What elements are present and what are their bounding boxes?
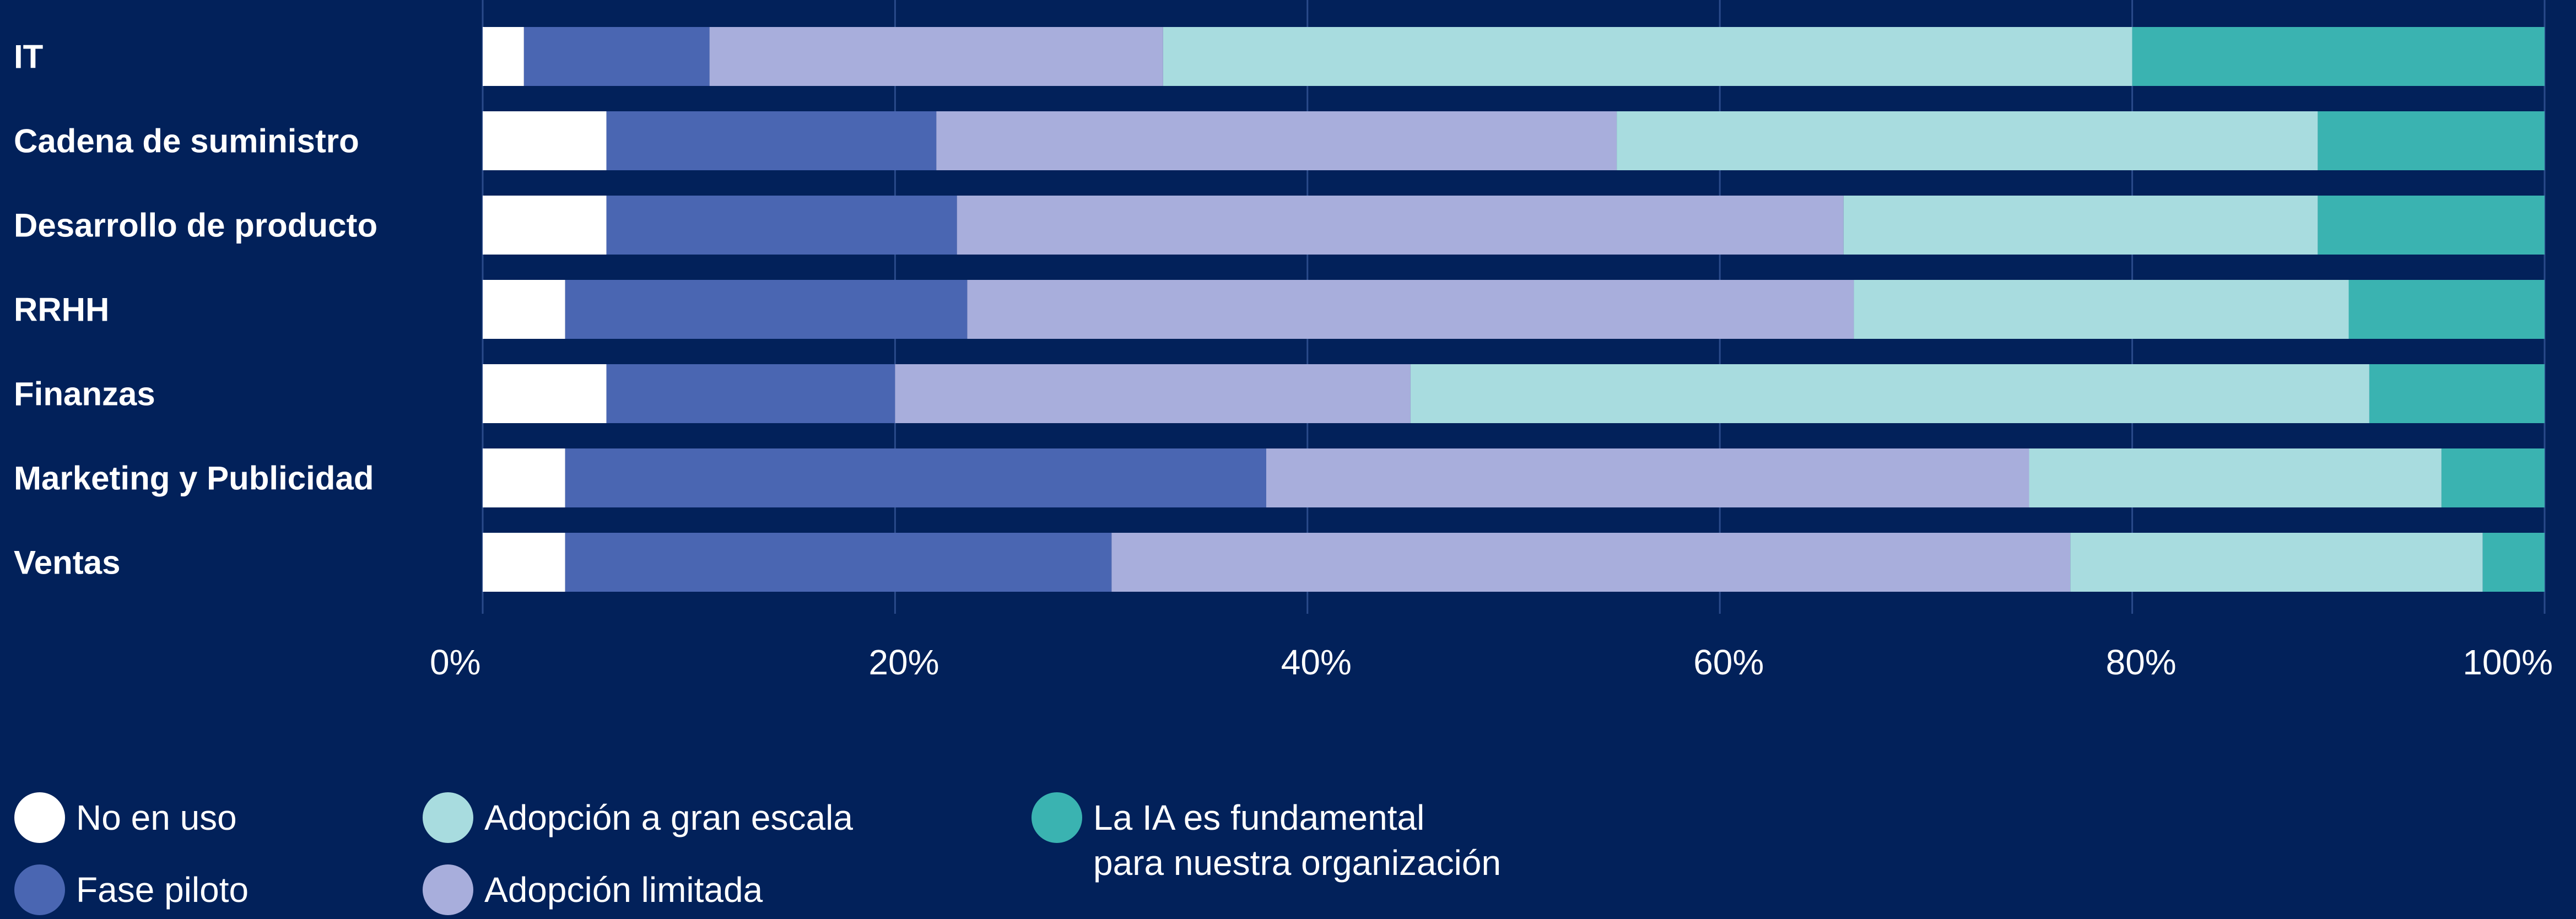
bar-segment-finanzas-fase-piloto xyxy=(606,364,895,423)
legend-label-fase-piloto: Fase piloto xyxy=(76,870,249,910)
bar-segment-desarrollo-de-producto-no-en-uso xyxy=(483,196,607,255)
bar-segment-finanzas-adopcion-a-gran-escala xyxy=(1410,364,2369,423)
category-label-rrhh: RRHH xyxy=(14,291,109,328)
bar-segment-cadena-de-suministro-la-ia-es-fundamental-para-nuestra-organizacion xyxy=(2318,111,2545,170)
legend-label-adopcion-a-gran-escala: Adopción a gran escala xyxy=(484,798,853,837)
bar-segment-marketing-y-publicidad-la-ia-es-fundamental-para-nuestra-organizacion xyxy=(2441,448,2545,507)
bar-segment-cadena-de-suministro-fase-piloto xyxy=(606,111,937,170)
bar-segment-ventas-no-en-uso xyxy=(483,533,565,592)
bar-segment-ventas-fase-piloto xyxy=(565,533,1112,592)
bar-segment-it-la-ia-es-fundamental-para-nuestra-organizacion xyxy=(2132,27,2545,86)
x-tick-label: 40% xyxy=(1281,642,1352,682)
bar-segment-rrhh-fase-piloto xyxy=(565,280,968,339)
bar-segment-cadena-de-suministro-adopcion-a-gran-escala xyxy=(1617,111,2318,170)
bar-segment-desarrollo-de-producto-adopcion-limitada xyxy=(957,196,1844,255)
bar-segment-desarrollo-de-producto-fase-piloto xyxy=(606,196,957,255)
category-label-it: IT xyxy=(14,39,43,75)
bar-segment-ventas-adopcion-limitada xyxy=(1111,533,2071,592)
bar-segment-it-adopcion-limitada xyxy=(709,27,1163,86)
bar-segment-finanzas-la-ia-es-fundamental-para-nuestra-organizacion xyxy=(2369,364,2545,423)
legend-label-la-ia-es-fundamental-para-nuestra-organizacion: para nuestra organización xyxy=(1093,843,1501,883)
bar-segment-finanzas-no-en-uso xyxy=(483,364,607,423)
category-label-marketing-y-publicidad: Marketing y Publicidad xyxy=(14,460,374,497)
x-tick-label: 0% xyxy=(430,642,481,682)
legend-label-adopcion-limitada: Adopción limitada xyxy=(484,870,763,910)
bar-segment-marketing-y-publicidad-no-en-uso xyxy=(483,448,565,507)
x-tick-label: 20% xyxy=(868,642,939,682)
bar-segment-rrhh-adopcion-a-gran-escala xyxy=(1854,280,2349,339)
bar-segment-marketing-y-publicidad-fase-piloto xyxy=(565,448,1266,507)
bar-segment-it-no-en-uso xyxy=(483,27,524,86)
category-label-finanzas: Finanzas xyxy=(14,376,155,413)
legend-label-la-ia-es-fundamental-para-nuestra-organizacion: La IA es fundamental xyxy=(1093,798,1424,837)
bar-segment-cadena-de-suministro-no-en-uso xyxy=(483,111,607,170)
legend-swatch-no-en-uso xyxy=(14,792,65,843)
bar-segment-rrhh-no-en-uso xyxy=(483,280,565,339)
bar-segment-ventas-la-ia-es-fundamental-para-nuestra-organizacion xyxy=(2482,533,2545,592)
legend-swatch-fase-piloto xyxy=(14,864,65,915)
bar-segment-rrhh-la-ia-es-fundamental-para-nuestra-organizacion xyxy=(2348,280,2545,339)
bar-segment-desarrollo-de-producto-adopcion-a-gran-escala xyxy=(1843,196,2318,255)
legend-swatch-la-ia-es-fundamental-para-nuestra-organizacion xyxy=(1032,792,1082,843)
x-tick-label: 100% xyxy=(2462,642,2553,682)
legend-swatch-adopcion-a-gran-escala xyxy=(423,792,473,843)
x-tick-label: 80% xyxy=(2106,642,2177,682)
bar-segment-it-fase-piloto xyxy=(523,27,710,86)
bar-segment-ventas-adopcion-a-gran-escala xyxy=(2070,533,2483,592)
bar-segment-finanzas-adopcion-limitada xyxy=(895,364,1411,423)
category-label-ventas: Ventas xyxy=(14,544,120,581)
bar-segment-rrhh-adopcion-limitada xyxy=(967,280,1854,339)
bar-segment-it-adopcion-a-gran-escala xyxy=(1163,27,2132,86)
x-tick-label: 60% xyxy=(1693,642,1764,682)
bar-segment-desarrollo-de-producto-la-ia-es-fundamental-para-nuestra-organizacion xyxy=(2318,196,2545,255)
legend-swatch-adopcion-limitada xyxy=(423,864,473,915)
bar-segment-marketing-y-publicidad-adopcion-limitada xyxy=(1266,448,2029,507)
bar-segment-marketing-y-publicidad-adopcion-a-gran-escala xyxy=(2029,448,2442,507)
bar-segment-cadena-de-suministro-adopcion-limitada xyxy=(936,111,1617,170)
legend-label-no-en-uso: No en uso xyxy=(76,798,237,837)
category-label-desarrollo-de-producto: Desarrollo de producto xyxy=(14,207,377,244)
category-label-cadena-de-suministro: Cadena de suministro xyxy=(14,123,359,160)
